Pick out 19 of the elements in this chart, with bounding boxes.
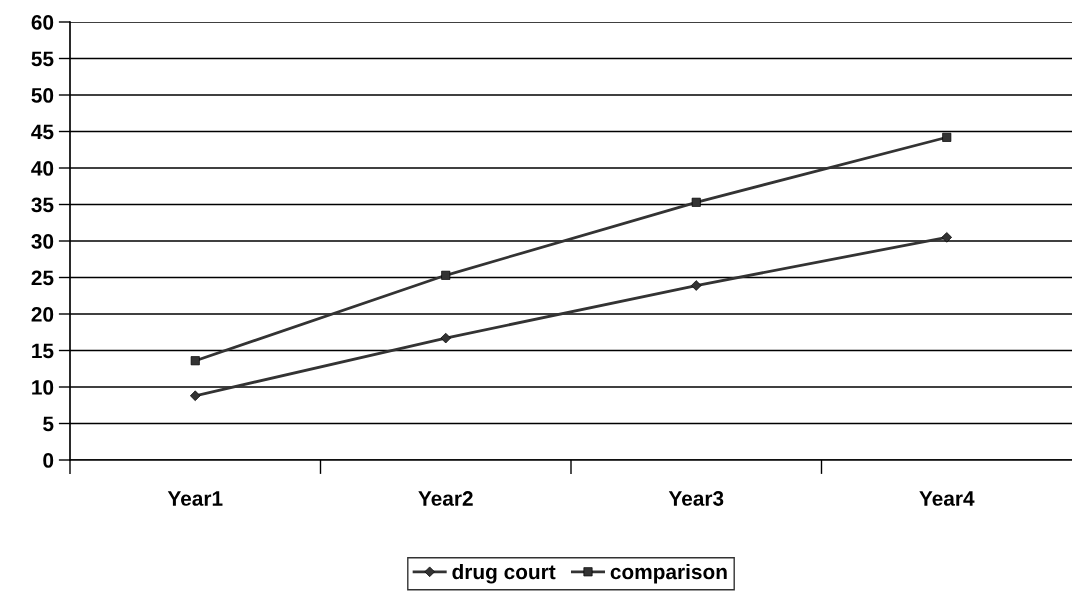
y-tick-label: 30 [31, 234, 54, 249]
x-tick-label: Year4 [919, 491, 975, 506]
y-tick-label: 15 [32, 343, 54, 359]
y-tick-label: 35 [31, 197, 54, 213]
y-tick-label: 45 [31, 124, 54, 140]
y-tick-label: 20 [31, 307, 54, 322]
y-tick-label: 50 [31, 88, 54, 103]
legend-label: comparison [610, 563, 727, 584]
y-tick-label: 40 [31, 161, 54, 176]
x-tick-label: Year1 [167, 491, 223, 506]
x-tick-label: Year3 [668, 491, 724, 506]
y-tick-label: 0 [43, 453, 54, 468]
y-tick-label: 55 [31, 51, 54, 67]
x-tick-label: Year2 [418, 491, 473, 506]
y-tick-label: 5 [43, 416, 54, 432]
y-tick-label: 60 [31, 15, 54, 30]
y-tick-label: 10 [32, 380, 54, 395]
y-tick-label: 25 [31, 270, 54, 286]
legend-label: drug court [452, 563, 556, 584]
